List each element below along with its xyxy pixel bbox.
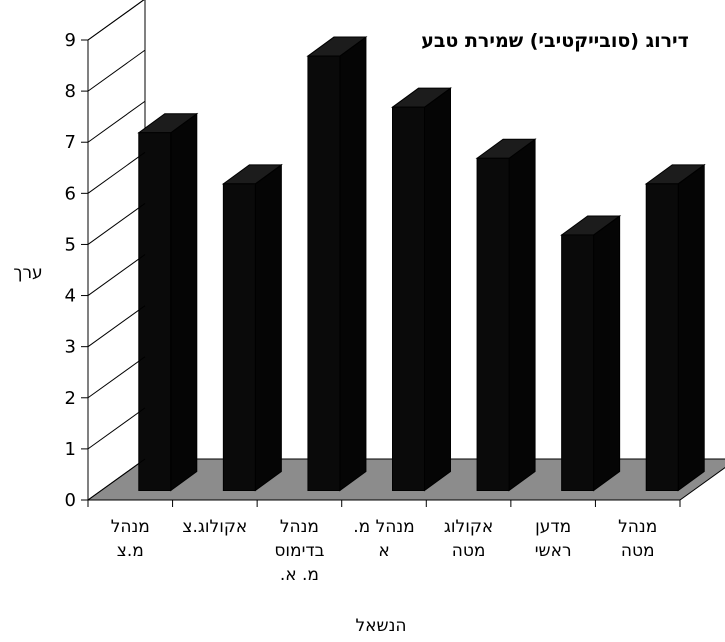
bar-front-face (392, 106, 425, 492)
y-gridline-depth (87, 49, 146, 92)
bar (390, 87, 453, 492)
y-axis-title: ערך (13, 263, 42, 283)
y-tick-label: 4 (65, 286, 76, 307)
bar (306, 36, 368, 492)
chart-title: דירוג (סובייקטיבי) שמירת טבע (421, 30, 689, 52)
bar-side-face (170, 112, 198, 492)
bar-front-face (222, 183, 256, 491)
y-tick-label: 2 (65, 388, 76, 409)
bar-front-face (307, 55, 341, 492)
y-gridline-depth (87, 407, 146, 450)
y-tick-label: 0 (65, 490, 76, 511)
y-axis: 0 1 2 3 4 5 6 7 8 9 (65, 0, 146, 511)
y-tick-label: 7 (65, 132, 76, 153)
bar-side-face (339, 36, 367, 492)
bar-front-face (645, 183, 679, 491)
y-tick-label: 3 (65, 337, 76, 358)
x-tick-label: אקולוג.צ (182, 517, 247, 537)
y-tick-label: 6 (65, 183, 76, 204)
y-tick-label: 9 (65, 30, 76, 51)
bar (137, 112, 199, 492)
bar-side-face (424, 87, 451, 492)
x-axis-title: הנשאל (356, 616, 407, 636)
x-tick-label: אקולוג מטה (444, 517, 493, 561)
y-gridline-depth (87, 305, 146, 348)
bar-series (137, 36, 706, 492)
y-tick-label: 8 (65, 81, 76, 102)
x-axis: מנהל מ.צ אקולוג.צ מנהל בדימוס מ. א. מנהל מ. א אק… (87, 499, 681, 585)
bar (475, 138, 537, 492)
y-gridline-depth (87, 203, 146, 245)
bar-side-face (677, 163, 705, 492)
bar-side-face (508, 138, 536, 492)
bar-front-face (561, 234, 595, 491)
x-tick-label: מנהל מ.צ (111, 517, 150, 561)
y-gridline-depth (87, 0, 145, 41)
y-gridline-depth (87, 100, 146, 143)
chart-walls (87, 0, 146, 500)
bar-front-face (476, 157, 510, 491)
y-tick-label: 1 (65, 439, 76, 460)
bar-side-face (254, 163, 282, 492)
bar (221, 163, 283, 492)
bar (644, 163, 706, 492)
x-tick-label: מנהל מ. א (353, 517, 414, 561)
bar (560, 214, 622, 492)
y-gridline-depth (87, 254, 146, 296)
bar-side-face (593, 214, 621, 492)
y-gridline-depth (87, 151, 146, 194)
y-tick-label: 5 (65, 234, 76, 255)
y-gridline-depth (87, 356, 146, 399)
x-tick-label: מדען ראשי (535, 517, 572, 561)
x-tick-label: מנהל מטה (618, 517, 657, 561)
bar-front-face (138, 132, 172, 491)
x-tick-label: מנהל בדימוס מ. א. (274, 517, 324, 585)
y-gridline-depth (87, 458, 146, 501)
